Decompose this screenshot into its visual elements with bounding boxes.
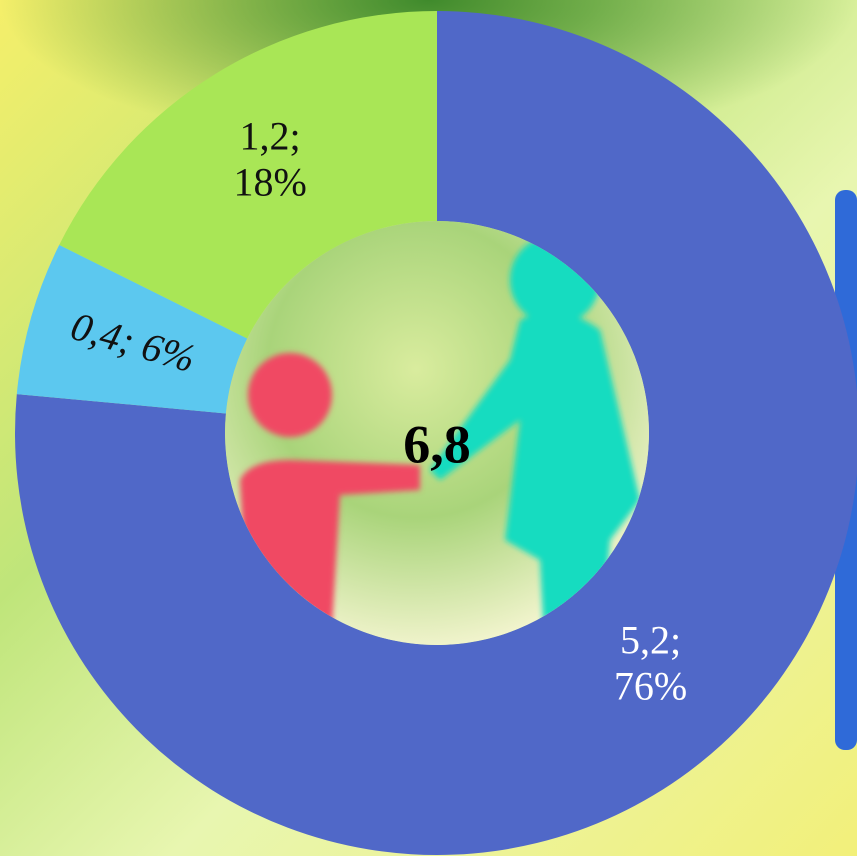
- data-label: 1,2;: [240, 114, 301, 159]
- data-label: 76%: [614, 663, 687, 708]
- center-label: 6,8: [403, 414, 471, 474]
- page: 6,8 5,2;76%0,4; 6%1,2;18% (() => { const…: [0, 0, 857, 856]
- data-label: 18%: [233, 160, 306, 205]
- child-head: [248, 353, 332, 437]
- chart: 6,8 5,2;76%0,4; 6%1,2;18%: [0, 0, 857, 856]
- data-label: 5,2;: [620, 617, 681, 662]
